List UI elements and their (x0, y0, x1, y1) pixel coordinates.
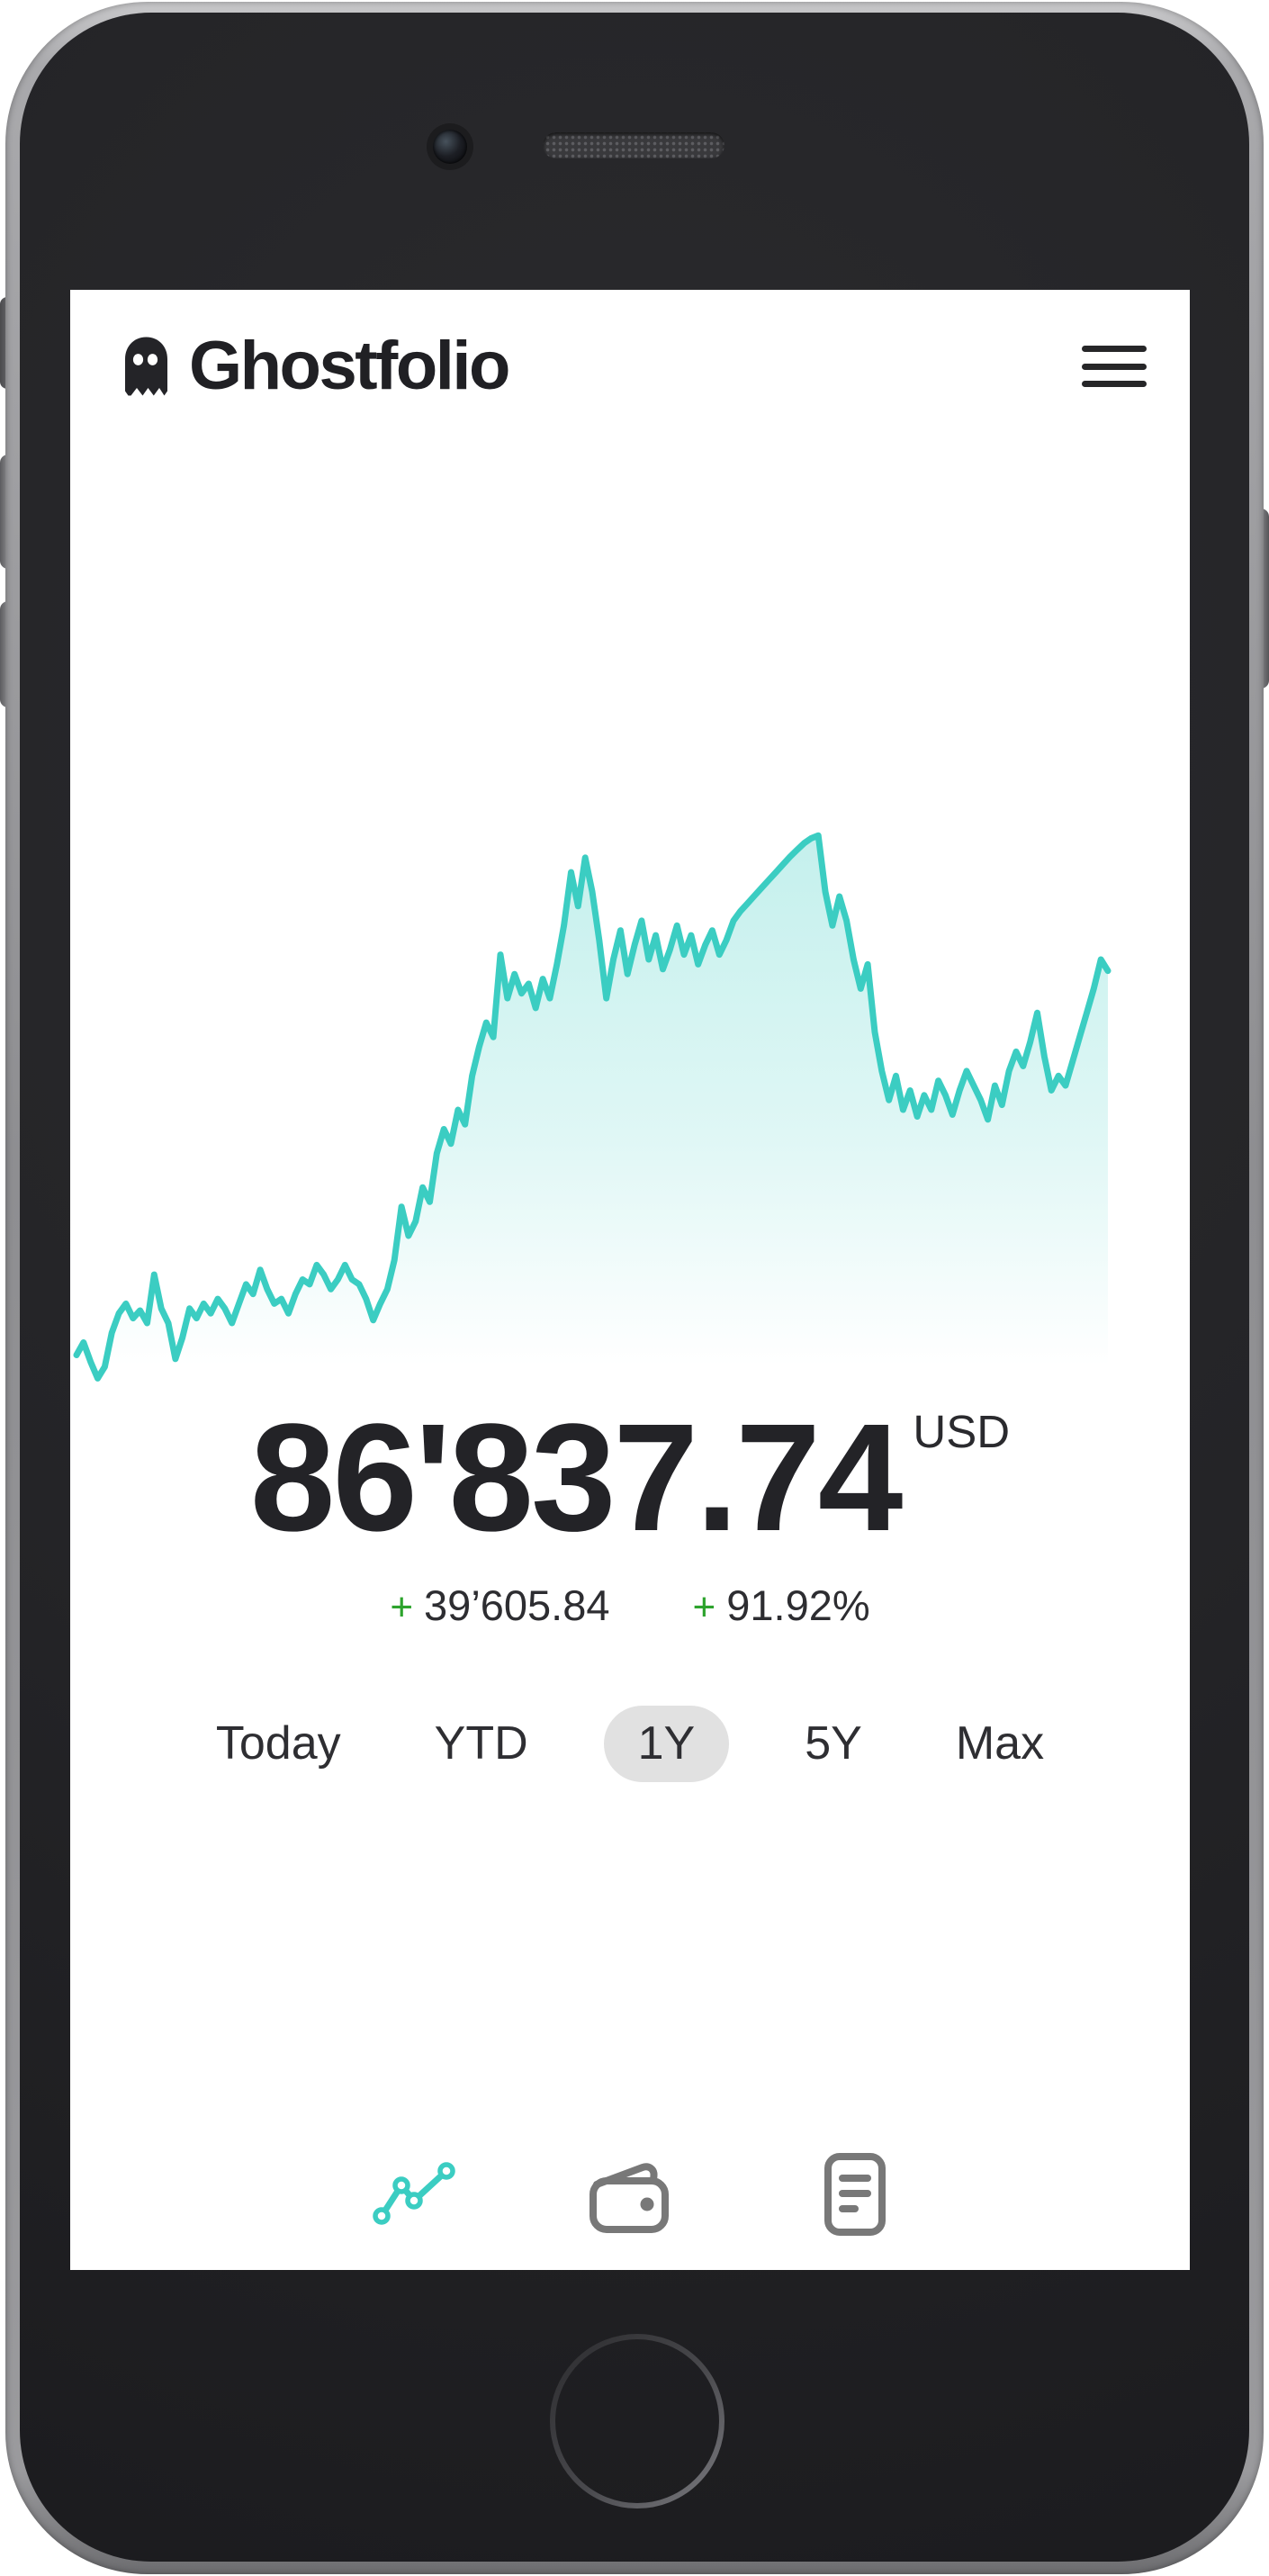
period-ytd[interactable]: YTD (434, 1717, 528, 1770)
app-header: Ghostfolio (121, 328, 1147, 404)
wallet-icon (590, 2162, 669, 2233)
portfolio-value-block: 86'837.74 USD (70, 1401, 1190, 1554)
change-percent: + 91.92% (693, 1584, 870, 1627)
line-chart-icon (373, 2161, 455, 2225)
plus-sign: + (692, 1585, 716, 1629)
app-screen: Ghostfolio (70, 290, 1190, 2270)
period-1y[interactable]: 1Y (603, 1706, 730, 1782)
period-today[interactable]: Today (215, 1717, 341, 1770)
nav-overview[interactable] (371, 2151, 457, 2237)
list-icon (824, 2152, 886, 2236)
change-percent-value: 91.92% (726, 1581, 870, 1629)
period-5y[interactable]: 5Y (805, 1717, 862, 1770)
plus-sign: + (390, 1585, 414, 1629)
period-selector: Today YTD 1Y 5Y Max (70, 1706, 1190, 1782)
app-logo: Ghostfolio (121, 328, 510, 404)
app-title: Ghostfolio (189, 328, 510, 404)
portfolio-total-value: 86'837.74 (249, 1392, 903, 1563)
currency-label: USD (913, 1406, 1011, 1457)
earpiece-speaker (543, 132, 724, 158)
performance-chart (73, 819, 1112, 1400)
period-max[interactable]: Max (955, 1717, 1045, 1770)
home-button (550, 2334, 724, 2508)
ghost-icon (125, 337, 167, 396)
change-absolute-value: 39’605.84 (424, 1581, 610, 1629)
change-absolute: + 39’605.84 (390, 1584, 609, 1627)
front-camera (433, 130, 467, 164)
nav-transactions[interactable] (812, 2151, 898, 2237)
bottom-navigation (70, 2151, 1190, 2237)
nav-accounts[interactable] (585, 2151, 671, 2237)
hamburger-menu-icon[interactable] (1082, 346, 1147, 387)
performance-change-row: + 39’605.84 + 91.92% (70, 1584, 1190, 1627)
